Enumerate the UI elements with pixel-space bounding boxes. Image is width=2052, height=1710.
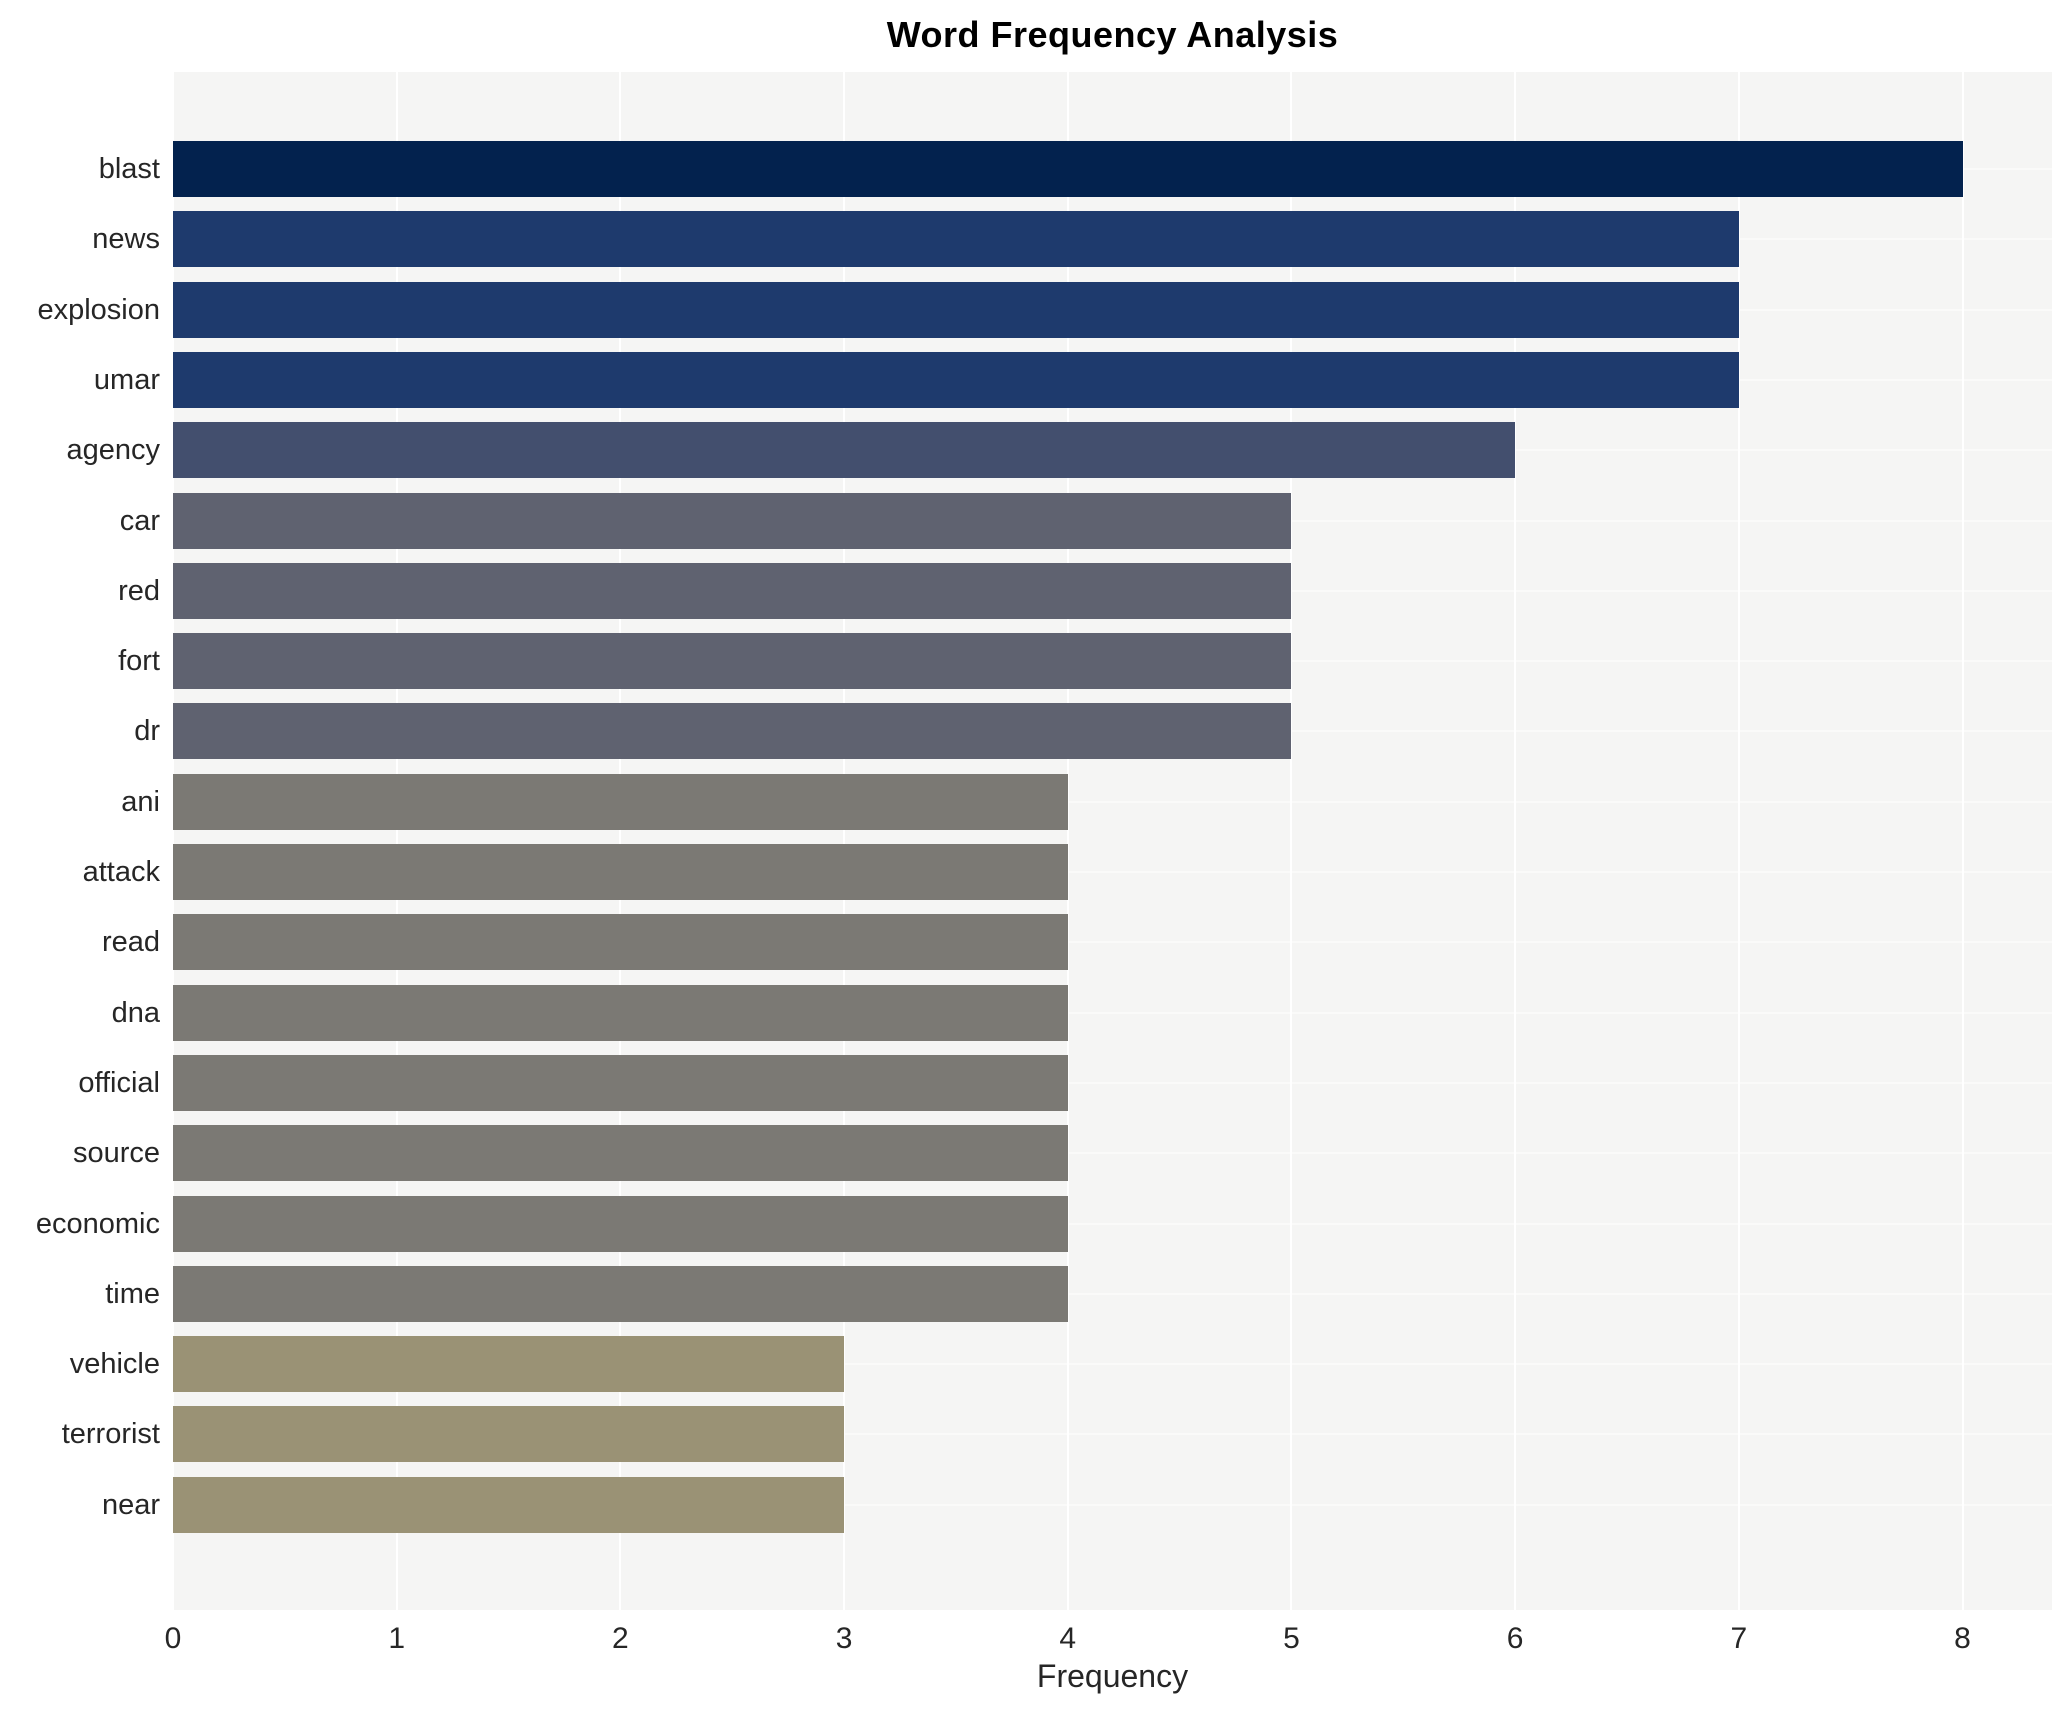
y-tick-label: umar — [93, 363, 160, 396]
x-tick-label: 8 — [1954, 1622, 1971, 1655]
y-tick-label: car — [119, 504, 160, 537]
gridline-vertical — [395, 72, 398, 1610]
bar-dr — [173, 703, 1292, 760]
gridline-vertical — [1066, 72, 1069, 1610]
gridline-vertical — [1290, 72, 1293, 1610]
gridline-horizontal — [173, 1011, 2052, 1014]
y-tick-label: near — [101, 1488, 160, 1521]
y-tick-label: source — [72, 1137, 160, 1170]
gridline-horizontal — [173, 1363, 2052, 1366]
bar-official — [173, 1054, 1068, 1111]
x-tick-label: 5 — [1283, 1622, 1300, 1655]
gridline-horizontal — [173, 800, 2052, 803]
x-tick-label: 2 — [612, 1622, 629, 1655]
y-tick-label: terrorist — [61, 1418, 160, 1451]
bar-economic — [173, 1195, 1068, 1252]
y-tick-label: official — [78, 1066, 160, 1099]
y-tick-label: read — [101, 926, 160, 959]
bar-dna — [173, 984, 1068, 1041]
gridline-horizontal — [173, 1222, 2052, 1225]
gridline-vertical — [843, 72, 846, 1610]
y-tick-label: economic — [35, 1207, 160, 1240]
gridline-horizontal — [173, 1433, 2052, 1436]
bar-agency — [173, 422, 1516, 479]
gridline-vertical — [173, 72, 174, 1610]
y-tick-label: attack — [82, 856, 160, 888]
bar-vehicle — [173, 1336, 845, 1393]
gridline-horizontal — [173, 1503, 2052, 1506]
gridline-horizontal — [173, 1152, 2052, 1155]
gridline-vertical — [1514, 72, 1517, 1610]
bar-terrorist — [173, 1406, 845, 1463]
gridline-vertical — [1737, 72, 1740, 1610]
x-tick-label: 6 — [1506, 1622, 1524, 1655]
y-tick-label: ani — [121, 785, 160, 818]
y-tick-label: vehicle — [69, 1348, 160, 1381]
bar-car — [173, 492, 1292, 549]
bar-red — [173, 562, 1292, 619]
bar-fort — [173, 633, 1292, 690]
bar-source — [173, 1125, 1068, 1182]
x-tick-label: 0 — [164, 1622, 182, 1655]
bar-explosion — [173, 281, 1739, 338]
plot-area — [173, 72, 2052, 1610]
gridline-horizontal — [173, 1292, 2052, 1295]
x-tick-label: 7 — [1730, 1622, 1748, 1655]
bar-news — [173, 211, 1739, 268]
gridline-horizontal — [173, 941, 2052, 944]
gridline-horizontal — [173, 1081, 2052, 1084]
bar-umar — [173, 351, 1739, 408]
y-tick-label: explosion — [37, 293, 160, 326]
y-tick-label: dr — [134, 715, 160, 748]
gridline-horizontal — [173, 871, 2052, 873]
bar-near — [173, 1476, 845, 1533]
bar-read — [173, 914, 1068, 971]
gridline-vertical — [1961, 72, 1964, 1610]
bar-ani — [173, 773, 1068, 830]
y-tick-label: fort — [118, 645, 160, 678]
y-tick-label: time — [105, 1277, 160, 1310]
chart-title: Word Frequency Analysis — [886, 14, 1339, 55]
x-axis-title: Frequency — [1036, 1658, 1189, 1694]
y-tick-label: news — [92, 223, 160, 256]
y-tick-label: blast — [98, 153, 160, 185]
gridline-vertical — [619, 72, 622, 1610]
bar-time — [173, 1265, 1068, 1322]
bar-blast — [173, 141, 1963, 197]
x-tick-label: 4 — [1059, 1622, 1077, 1655]
x-tick-label: 1 — [388, 1622, 406, 1655]
y-tick-label: agency — [66, 434, 160, 467]
x-tick-label: 3 — [835, 1622, 853, 1655]
y-tick-label: dna — [111, 996, 160, 1029]
bar-attack — [173, 844, 1068, 900]
y-tick-label: red — [118, 574, 160, 607]
